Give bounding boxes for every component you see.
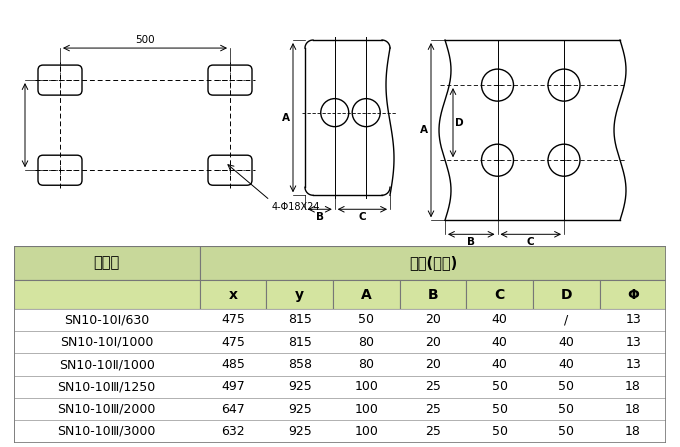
Text: 925: 925 [288,425,311,438]
Text: C: C [494,287,505,302]
Text: 500: 500 [135,35,155,45]
Text: 25: 25 [425,425,441,438]
Text: 13: 13 [625,313,641,326]
Text: SN10-10Ⅲ/2000: SN10-10Ⅲ/2000 [57,403,156,416]
Text: 13: 13 [625,336,641,349]
Text: 100: 100 [354,380,378,393]
Text: y: y [295,287,304,302]
Text: 18: 18 [625,425,641,438]
Text: 40: 40 [558,358,575,371]
Text: 925: 925 [288,380,311,393]
Bar [267,280,333,309]
Text: Φ: Φ [627,287,639,302]
Text: A: A [361,287,372,302]
Text: C: C [358,212,367,222]
FancyBboxPatch shape [38,155,82,185]
Text: 18: 18 [625,403,641,416]
Bar [200,280,267,309]
Text: 50: 50 [558,380,575,393]
Bar [14,331,666,354]
Text: 13: 13 [625,358,641,371]
Text: 497: 497 [221,380,245,393]
Text: 尺寸(毫米): 尺寸(毫米) [409,256,457,270]
Bar [200,246,666,280]
Bar [14,398,666,420]
Text: SN10-10Ⅲ/1250: SN10-10Ⅲ/1250 [58,380,156,393]
Text: SN10-10Ⅰ/630: SN10-10Ⅰ/630 [64,313,149,326]
Text: 4-Φ18X24: 4-Φ18X24 [272,202,320,212]
Text: 100: 100 [354,403,378,416]
Text: 50: 50 [358,313,375,326]
Bar [533,280,600,309]
Text: 型　号: 型 号 [93,256,120,270]
Text: B: B [316,212,324,222]
Text: 40: 40 [492,358,508,371]
Text: 815: 815 [288,336,311,349]
Bar [14,375,666,398]
Text: 20: 20 [425,336,441,349]
Text: 50: 50 [492,403,508,416]
Bar [14,420,666,443]
Bar [466,280,533,309]
Text: D: D [560,287,572,302]
Text: 25: 25 [425,403,441,416]
Text: 100: 100 [354,425,378,438]
Text: 815: 815 [288,313,311,326]
FancyBboxPatch shape [208,65,252,95]
Text: 20: 20 [425,313,441,326]
Text: 50: 50 [558,425,575,438]
Text: 20: 20 [425,358,441,371]
Text: 475: 475 [221,336,245,349]
Text: SN10-10Ⅲ/3000: SN10-10Ⅲ/3000 [57,425,156,438]
Text: A: A [282,113,290,122]
FancyBboxPatch shape [208,155,252,185]
Text: C: C [527,237,534,247]
Text: D: D [455,118,464,128]
Bar [14,280,200,309]
Text: 40: 40 [492,336,508,349]
Text: 40: 40 [492,313,508,326]
Bar [600,280,666,309]
Text: SN10-10Ⅰ/1000: SN10-10Ⅰ/1000 [60,336,153,349]
Bar [333,280,400,309]
Text: 50: 50 [492,380,508,393]
Bar [14,309,666,331]
Text: 485: 485 [221,358,245,371]
Text: 858: 858 [288,358,311,371]
Text: x: x [228,287,237,302]
Text: B: B [428,287,439,302]
Text: 50: 50 [492,425,508,438]
Text: 475: 475 [221,313,245,326]
Text: 18: 18 [625,380,641,393]
Text: 632: 632 [221,425,245,438]
Bar [14,246,200,280]
Text: SN10-10Ⅱ/1000: SN10-10Ⅱ/1000 [58,358,154,371]
Text: 40: 40 [558,336,575,349]
Text: 925: 925 [288,403,311,416]
Bar [400,280,466,309]
FancyBboxPatch shape [38,65,82,95]
Text: A: A [420,125,428,135]
Text: 25: 25 [425,380,441,393]
Text: 50: 50 [558,403,575,416]
Text: 647: 647 [221,403,245,416]
Text: B: B [467,237,475,247]
Bar [14,354,666,375]
Text: /: / [564,313,568,326]
Text: 80: 80 [358,336,375,349]
Text: 80: 80 [358,358,375,371]
